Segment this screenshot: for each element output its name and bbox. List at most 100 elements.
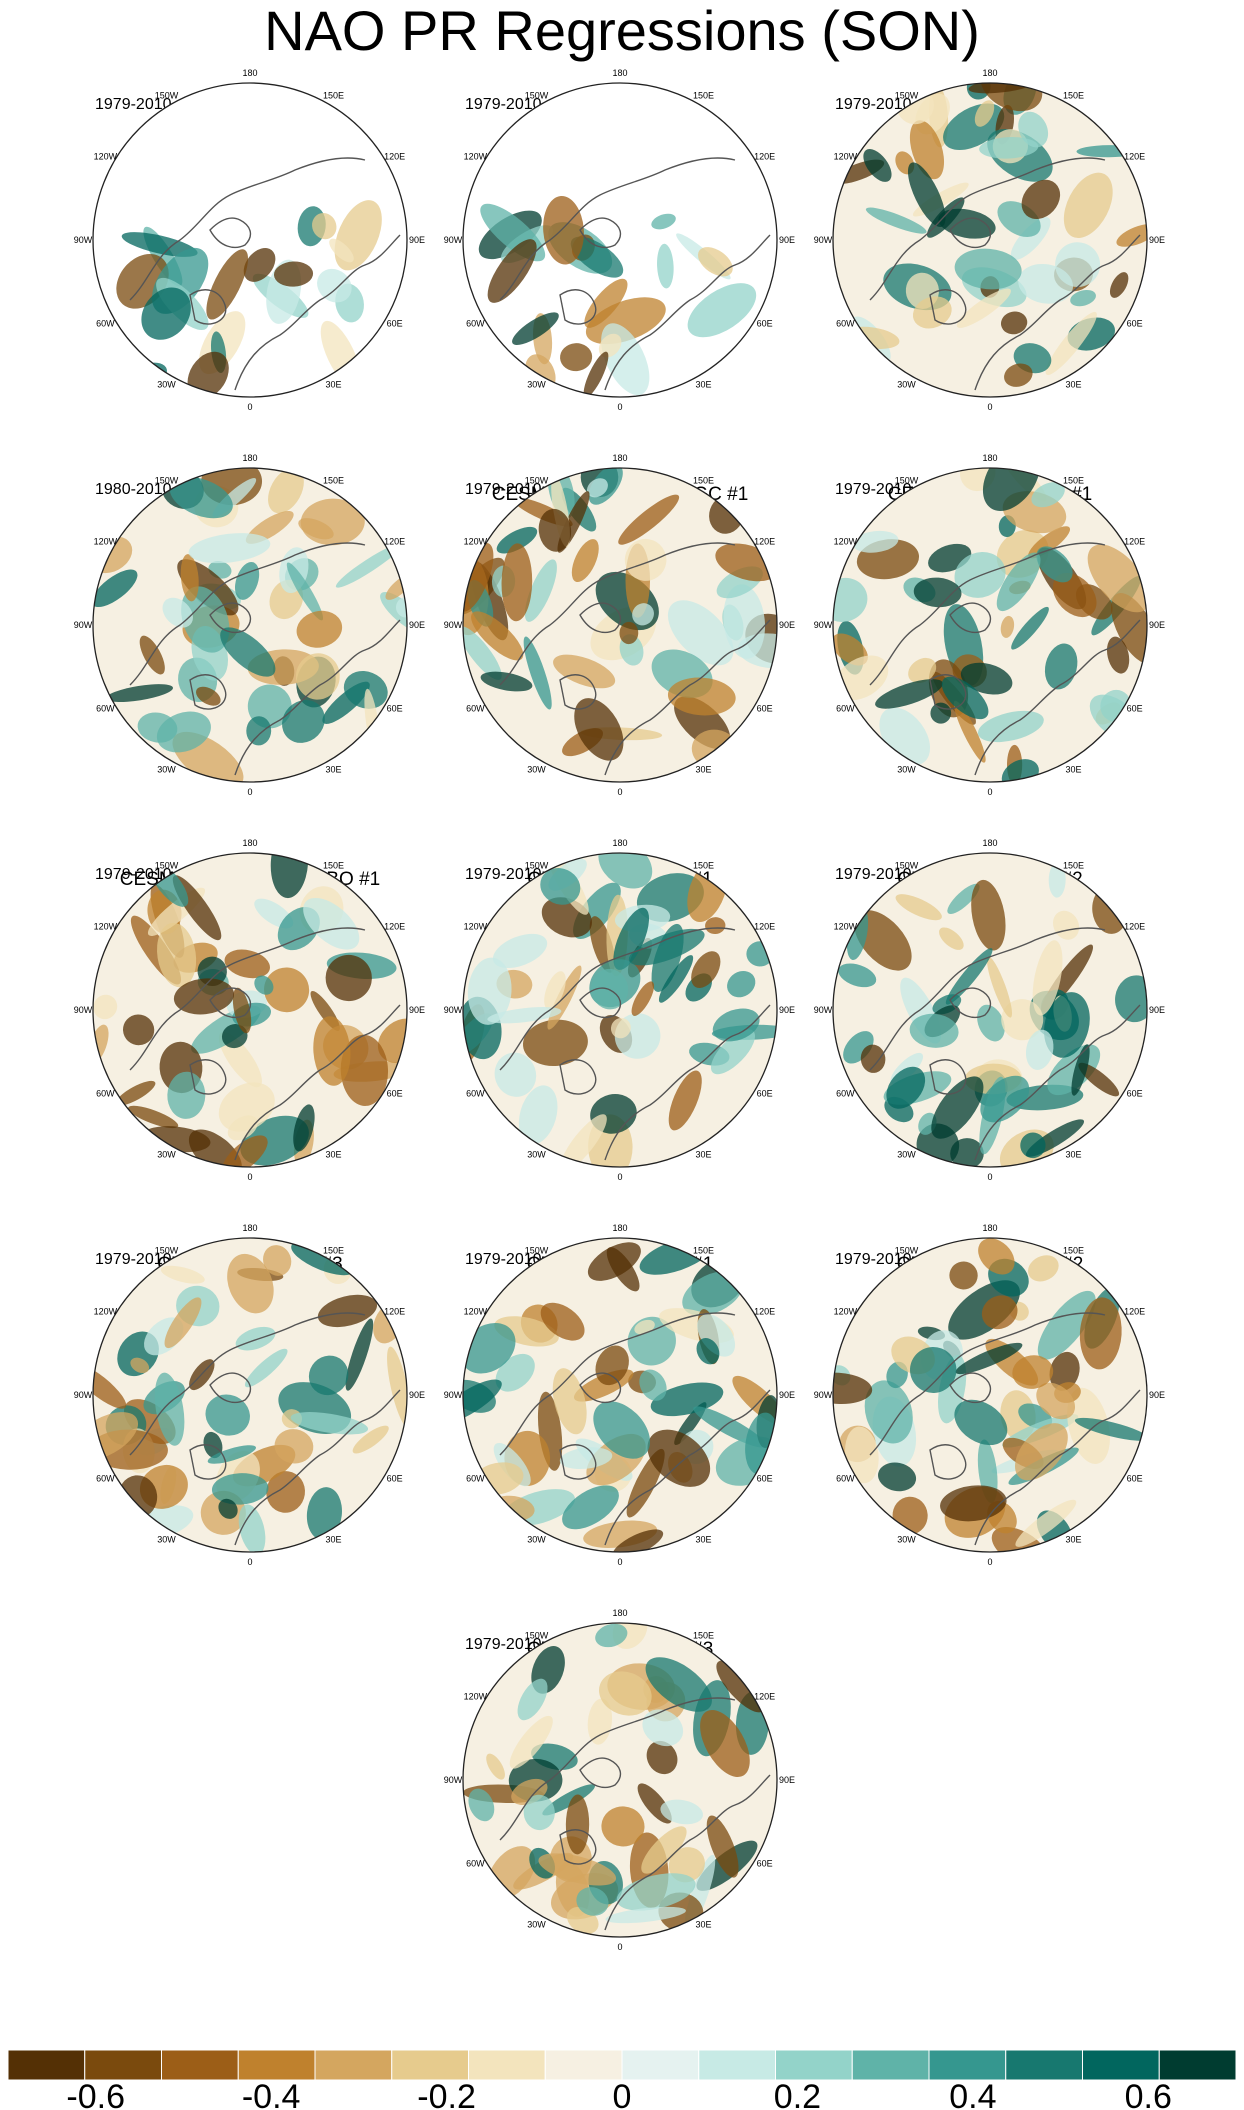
anomaly-patch [312, 212, 337, 240]
colorbar-bin [698, 2050, 776, 2081]
colorbar-tick-label: -0.4 [242, 2078, 301, 2110]
anomaly-patch [953, 700, 986, 763]
longitude-label: 30W [527, 1150, 546, 1160]
anomaly-patch [727, 970, 756, 998]
colorbar-bin [851, 2050, 930, 2081]
anomaly-patch [595, 1623, 628, 1648]
precip-field [463, 468, 777, 782]
map-boundary [832, 852, 1148, 1168]
coastline [869, 542, 1141, 776]
longitude-label: 60E [757, 1474, 773, 1484]
longitude-label: 150W [895, 475, 919, 485]
anomaly-patch [463, 626, 502, 680]
anomaly-patch [624, 538, 667, 581]
longitude-label: 30E [325, 765, 341, 775]
anomaly-patch [560, 343, 593, 372]
anomaly-patch [187, 351, 229, 397]
colorbar-tick-label: -0.2 [417, 2078, 476, 2110]
anomaly-patch [543, 195, 584, 265]
longitude-label: 90E [779, 1390, 795, 1400]
longitude-label: 90E [409, 620, 425, 630]
anomaly-patch [947, 883, 980, 915]
anomaly-patch [501, 543, 533, 622]
longitude-label: 150W [155, 1245, 179, 1255]
anomaly-patch [667, 600, 734, 666]
anomaly-patch [660, 1799, 704, 1825]
anomaly-patch [274, 1429, 314, 1464]
map-panel: CESM2.1 BWHIST #31979-2010180150E120E90E… [444, 1608, 795, 1952]
anomaly-patch [697, 247, 733, 277]
anomaly-patch [647, 1429, 711, 1487]
longitude-label: 0 [987, 402, 992, 412]
anomaly-patch [1036, 546, 1073, 583]
anomaly-patch [687, 283, 757, 338]
anomaly-patch [1063, 172, 1113, 239]
anomaly-patch [538, 508, 572, 552]
anomaly-patch [352, 1425, 389, 1454]
longitude-label: 60E [1127, 1089, 1143, 1099]
anomaly-patch [926, 197, 965, 238]
anomaly-patch [667, 677, 736, 716]
anomaly-patch [930, 702, 952, 724]
anomaly-patch [141, 287, 191, 340]
anomaly-patch [628, 928, 705, 966]
map-boundary [92, 467, 408, 783]
longitude-label: 150E [693, 90, 714, 100]
anomaly-patch [1018, 263, 1074, 304]
anomaly-patch [512, 312, 559, 345]
anomaly-patch [682, 1271, 744, 1316]
anomaly-patch [317, 1294, 378, 1328]
anomaly-patch [273, 261, 314, 287]
colorbar-bin [1082, 2050, 1160, 2081]
anomaly-patch [574, 698, 624, 761]
anomaly-patch [207, 1445, 256, 1464]
anomaly-patch [517, 1678, 548, 1721]
longitude-label: 90W [74, 1390, 93, 1400]
anomaly-patch [910, 1346, 957, 1393]
anomaly-patch [121, 232, 198, 257]
anomaly-patch [128, 1105, 179, 1129]
coastline [129, 927, 401, 1161]
anomaly-patch [188, 533, 271, 564]
precip-field [93, 468, 407, 782]
colorbar-bin [928, 2050, 1007, 2081]
anomaly-patch [977, 1004, 1005, 1042]
anomaly-patch [206, 249, 249, 320]
anomaly-patch [939, 927, 964, 950]
map-panel: GPCP_11980-2010180150E120E90E60E30E030W6… [74, 453, 425, 797]
anomaly-patch [583, 351, 609, 397]
anomaly-patch [266, 1471, 306, 1513]
anomaly-patch [227, 1253, 274, 1314]
anomaly-patch [218, 1082, 275, 1132]
map-boundary [92, 1237, 408, 1553]
anomaly-patch [486, 1753, 505, 1780]
anomaly-patch [949, 1261, 978, 1290]
longitude-label: 120E [1124, 152, 1145, 162]
longitude-label: 90W [814, 1390, 833, 1400]
longitude-label: 150E [323, 90, 344, 100]
map-boundary [462, 1622, 778, 1938]
anomaly-patch [293, 1104, 315, 1152]
anomaly-patch [286, 562, 324, 621]
coastline [129, 1312, 401, 1546]
map-panel: CESM2.1 FWHIST #31979-2010180150E120E90E… [74, 1223, 425, 1567]
coastline [129, 542, 401, 776]
anomaly-patch [325, 954, 372, 1002]
longitude-label: 120E [754, 1307, 775, 1317]
anomaly-patch [523, 636, 552, 710]
colorbar-bin [468, 2050, 546, 2081]
anomaly-patch [173, 978, 235, 1015]
longitude-label: 30W [897, 380, 916, 390]
anomaly-patch [1011, 606, 1049, 650]
anomaly-patch [650, 1382, 724, 1417]
anomaly-patch [1071, 1044, 1090, 1096]
panel-period: 1979-2010 [465, 96, 542, 113]
longitude-label: 60W [96, 319, 115, 329]
longitude-label: 120E [384, 922, 405, 932]
anomaly-patch [1074, 1417, 1147, 1441]
longitude-label: 150W [525, 90, 549, 100]
longitude-label: 120W [94, 1307, 118, 1317]
anomaly-patch [658, 955, 694, 1003]
figure-title: NAO PR Regressions (SON) [264, 0, 980, 62]
longitude-label: 120E [754, 537, 775, 547]
